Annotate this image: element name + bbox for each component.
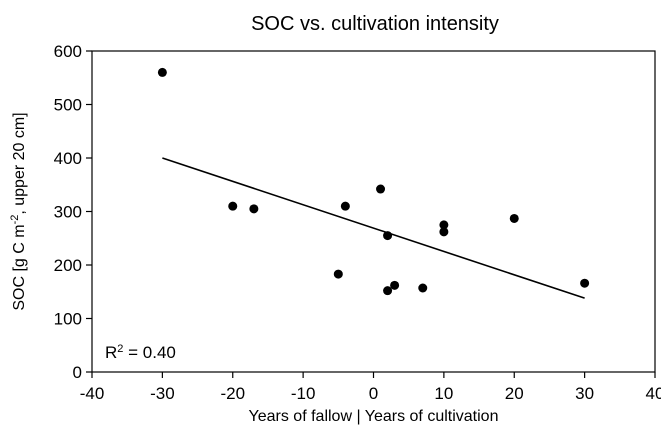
data-points xyxy=(157,67,590,296)
x-tick-label: 10 xyxy=(434,384,453,403)
data-point xyxy=(439,227,449,237)
data-point xyxy=(439,220,449,230)
y-tick-label: 600 xyxy=(54,42,82,61)
r-squared-annotation: R2 = 0.40 xyxy=(105,343,176,362)
data-point xyxy=(418,283,428,293)
x-tick-label: -20 xyxy=(220,384,245,403)
data-point xyxy=(340,201,350,211)
data-point xyxy=(228,201,238,211)
r-squared-sup: 2 xyxy=(117,343,123,355)
y-axis-label-sup: -2 xyxy=(9,215,21,225)
y-axis-label-main: SOC [g C m xyxy=(11,224,28,310)
x-tick-label: 30 xyxy=(575,384,594,403)
x-tick-label: -40 xyxy=(80,384,105,403)
y-axis-ticks: 0 100 200 300 400 500 600 xyxy=(54,42,92,382)
data-point xyxy=(383,231,393,241)
y-axis-label: SOC [g C m-2, upper 20 cm] xyxy=(9,112,28,310)
data-point xyxy=(580,278,590,288)
x-tick-label: -10 xyxy=(291,384,316,403)
x-tick-label: 40 xyxy=(646,384,661,403)
y-tick-label: 0 xyxy=(73,363,82,382)
x-tick-label: -30 xyxy=(150,384,175,403)
x-axis-label: Years of fallow | Years of cultivation xyxy=(249,408,499,425)
plot-area-frame xyxy=(91,50,656,373)
y-tick-label: 200 xyxy=(54,256,82,275)
y-axis-label-suffix: , upper 20 cm] xyxy=(11,112,28,214)
r-squared-symbol: R xyxy=(105,343,117,362)
data-point xyxy=(509,213,519,223)
r-squared-value: = 0.40 xyxy=(123,343,175,362)
data-point xyxy=(333,269,343,279)
data-point xyxy=(157,67,167,77)
y-tick-label: 300 xyxy=(54,203,82,222)
chart-title: SOC vs. cultivation intensity xyxy=(251,13,499,35)
data-point xyxy=(390,280,400,290)
data-point xyxy=(376,184,386,194)
x-axis-ticks: -40 -30 -20 -10 0 10 20 30 40 xyxy=(80,372,661,403)
x-tick-label: 0 xyxy=(369,384,378,403)
y-tick-label: 500 xyxy=(54,96,82,115)
trendline xyxy=(162,157,585,299)
data-point xyxy=(249,204,259,214)
y-tick-label: 400 xyxy=(54,149,82,168)
y-tick-label: 100 xyxy=(54,310,82,329)
data-point xyxy=(383,286,393,296)
x-tick-label: 20 xyxy=(505,384,524,403)
